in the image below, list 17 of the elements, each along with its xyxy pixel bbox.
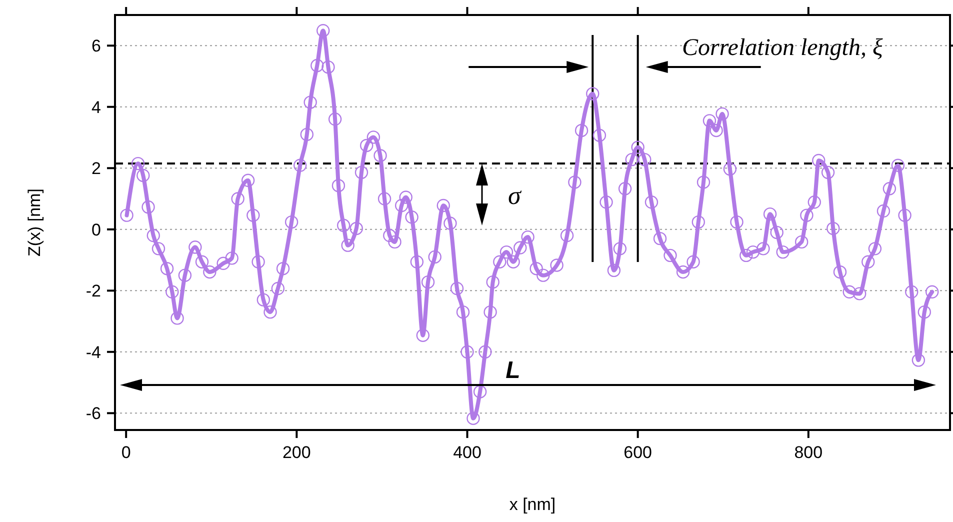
x-tick-label: 400 xyxy=(453,443,482,462)
y-tick-label: -4 xyxy=(86,342,101,362)
x-tick-label: 200 xyxy=(282,443,311,462)
x-axis-title: x [nm] xyxy=(509,495,556,514)
y-tick-label: -6 xyxy=(86,404,101,424)
y-tick-label: 2 xyxy=(92,159,101,178)
annotation: L xyxy=(506,357,520,384)
y-tick-label: 4 xyxy=(92,98,101,117)
y-axis-title: Z(x) [nm] xyxy=(25,188,44,256)
x-tick-label: 600 xyxy=(624,443,652,462)
y-tick-label: 0 xyxy=(92,220,101,240)
x-tick-label: 800 xyxy=(794,443,823,462)
y-tick-label: -2 xyxy=(86,282,101,301)
x-tick-label: 0 xyxy=(121,443,131,462)
annotation: σ xyxy=(508,181,522,210)
y-tick-label: 6 xyxy=(92,36,101,56)
annotation: Correlation length, ξ xyxy=(682,35,884,61)
